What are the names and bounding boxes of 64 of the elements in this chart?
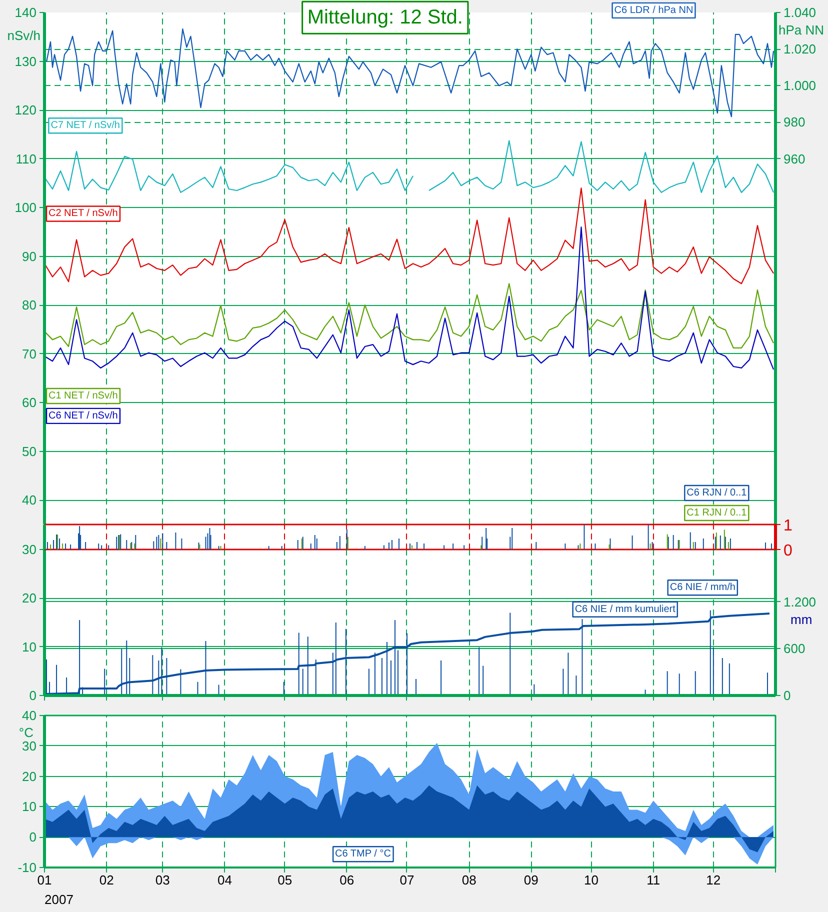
y-tick-label: 120	[14, 102, 37, 118]
y2-tick-label: 1.040	[784, 5, 816, 20]
y-tick-label: 90	[22, 248, 37, 264]
y-tick-label: 40	[22, 492, 37, 508]
y2-tick-label: 0	[784, 542, 792, 560]
x-tick-label: 07	[400, 872, 414, 888]
y-tick-label: 30	[22, 738, 37, 754]
y-tick-label: 140	[14, 5, 37, 20]
series-label: C1 RJN / 0..1	[686, 507, 748, 518]
series-label: C6 TMP / °C	[335, 848, 391, 860]
x-tick-label: 09	[524, 872, 538, 888]
x-tick-label: 02	[99, 872, 114, 888]
y-tick-label: 10	[22, 639, 37, 654]
y-tick-label: 110	[16, 151, 37, 166]
text: C6 NET / nSv/h	[48, 410, 118, 422]
y-axis-title: °C	[18, 725, 34, 740]
y2-tick-label: 1.200	[784, 594, 816, 610]
x-axis-title: 2007	[44, 892, 74, 907]
x-tick-label: 12	[706, 872, 721, 888]
x-tick-label: 04	[218, 872, 232, 888]
y2-tick-label: 1.000	[784, 78, 816, 94]
x-tick-label: 11	[646, 872, 660, 888]
y-tick-label: 20	[22, 590, 37, 606]
y-tick-label: 80	[22, 298, 37, 313]
y-tick-label: 70	[22, 346, 37, 362]
chart-title: Mittelung: 12 Std.	[307, 6, 463, 29]
series-label: C6 NIE / mm kumuliert	[574, 604, 676, 615]
y-tick-label: 0	[29, 830, 37, 845]
y2-axis-title: hPa NN	[778, 22, 824, 38]
y-tick-label: 30	[22, 542, 37, 557]
text: C1 NET / nSv/h	[48, 390, 118, 402]
y2-tick-label: 1.020	[784, 42, 816, 57]
y-tick-label: 100	[14, 200, 37, 216]
y-tick-label: 0	[29, 688, 37, 703]
text: C6 RJN / 0..1	[686, 488, 748, 499]
y-tick-label: 10	[22, 799, 37, 814]
y-tick-label: 60	[22, 395, 37, 410]
y-tick-label: 130	[14, 54, 37, 69]
text: C7 NET / nSv/h	[50, 120, 120, 132]
line-series	[44, 187, 774, 284]
y2-tick-label: 1	[784, 518, 792, 534]
y-tick-label: 20	[22, 768, 37, 784]
y-tick-label: 40	[22, 708, 37, 723]
y2-tick-label: 980	[784, 114, 806, 130]
x-tick-label: 06	[340, 872, 354, 888]
y-tick-label: -10	[18, 860, 37, 875]
y2-axis-title: mm	[790, 612, 812, 628]
x-tick-label: 01	[37, 872, 52, 888]
x-tick-label: 03	[155, 872, 170, 888]
y-axis-title: nSv/h	[7, 28, 41, 44]
y-tick-label: 50	[22, 444, 37, 459]
line-series	[44, 612, 770, 695]
line-series	[44, 283, 774, 349]
y2-tick-label: 600	[784, 641, 806, 656]
x-tick-label: 08	[462, 872, 476, 888]
text: C6 NIE / mm/h	[670, 582, 736, 594]
y2-tick-label: 960	[784, 151, 806, 166]
x-tick-label: 05	[278, 872, 292, 888]
text: C6 LDR / hPa NN	[614, 4, 694, 16]
line-series	[46, 28, 774, 118]
y2-tick-label: 0	[784, 688, 791, 703]
line-series	[44, 226, 774, 370]
text: C2 NET / nSv/h	[48, 208, 118, 220]
x-tick-label: 10	[584, 872, 598, 888]
